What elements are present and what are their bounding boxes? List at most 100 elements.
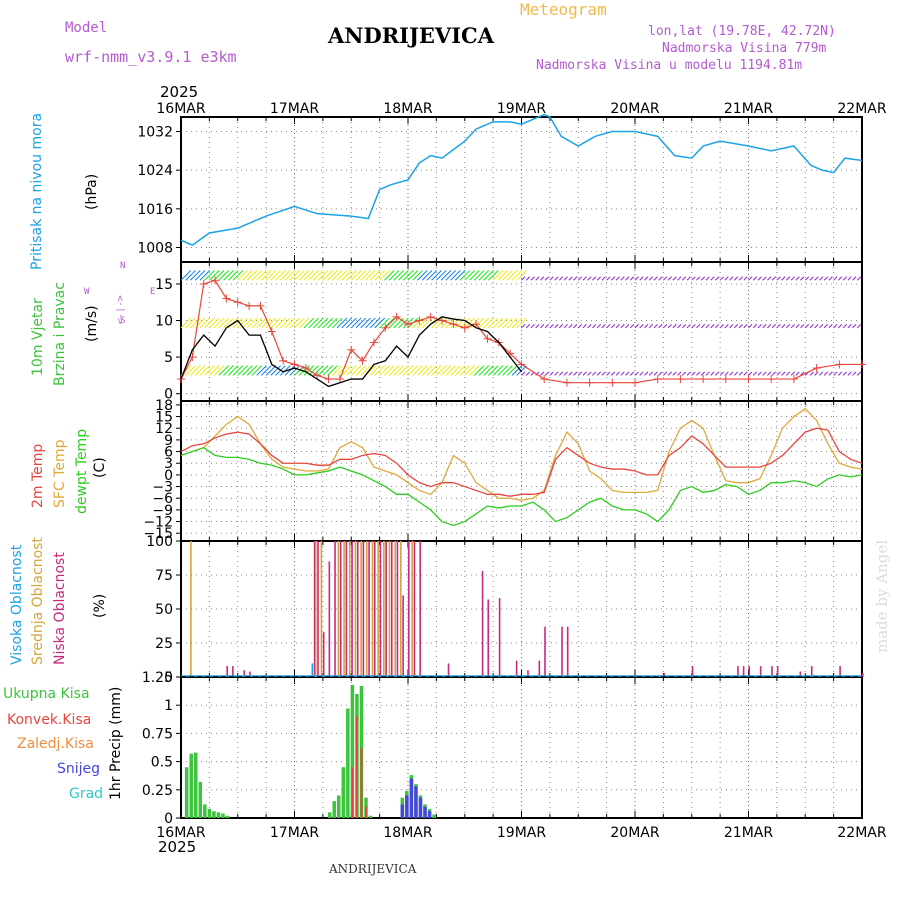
wind-barb bbox=[672, 371, 677, 376]
wind-barb bbox=[535, 371, 540, 376]
wind-barb bbox=[535, 276, 540, 281]
wind-barb bbox=[407, 365, 419, 376]
y-tick-label: 0 bbox=[164, 811, 173, 827]
wind-barb bbox=[757, 323, 762, 329]
precip-bar bbox=[351, 767, 354, 818]
wind-barb bbox=[464, 365, 475, 376]
wind-barb bbox=[402, 270, 414, 281]
wind-barb bbox=[800, 371, 805, 376]
wind-barb bbox=[634, 371, 639, 376]
wind-barb bbox=[379, 365, 390, 376]
cloud-bar bbox=[561, 626, 563, 677]
cloud-bar bbox=[190, 541, 192, 677]
cloud-bar bbox=[742, 666, 745, 677]
wind-barb bbox=[308, 317, 319, 329]
wind-barb bbox=[298, 270, 310, 281]
wind-barb bbox=[199, 270, 211, 281]
wind-barb bbox=[606, 276, 611, 281]
wind-barb bbox=[180, 317, 192, 329]
wind-barb bbox=[336, 365, 348, 376]
wind-barb bbox=[506, 365, 518, 376]
precip-bar bbox=[355, 716, 358, 818]
y-tick-label: 12 bbox=[155, 421, 173, 437]
cloud-bar bbox=[862, 672, 864, 677]
wind-barb bbox=[388, 270, 400, 281]
wind-barb bbox=[270, 270, 282, 281]
wind-barb bbox=[644, 323, 649, 329]
wind-barb bbox=[488, 365, 499, 376]
wind-barb bbox=[800, 276, 805, 281]
wind-barb bbox=[625, 276, 630, 281]
wind-barb bbox=[781, 323, 786, 329]
wind-barb bbox=[412, 365, 423, 376]
cloud-bar bbox=[337, 541, 340, 677]
wind-barb bbox=[738, 323, 743, 329]
wind-barb bbox=[223, 317, 234, 329]
wind-barb bbox=[582, 323, 587, 329]
wind-barb bbox=[511, 365, 523, 376]
wind-barb bbox=[705, 323, 710, 329]
wind-barb bbox=[833, 276, 838, 281]
wind-barb bbox=[232, 317, 244, 329]
wind-barb bbox=[298, 365, 310, 376]
wind-barb bbox=[573, 276, 578, 281]
wind-barb bbox=[639, 276, 644, 281]
wind-barb bbox=[748, 276, 753, 281]
wind-barb bbox=[492, 317, 504, 329]
wind-barb bbox=[615, 323, 620, 329]
wind-barb bbox=[743, 276, 748, 281]
wind-barb bbox=[199, 365, 211, 376]
wind-barb bbox=[232, 270, 244, 281]
wind-barb bbox=[313, 270, 324, 281]
wind-barb bbox=[544, 323, 549, 329]
wind-barb bbox=[611, 323, 616, 329]
wind-barb bbox=[436, 365, 447, 376]
precip-bar bbox=[194, 752, 198, 818]
wind-barb bbox=[620, 371, 625, 376]
wind-barb bbox=[644, 371, 649, 376]
wind-barb bbox=[346, 317, 357, 329]
wind-barb bbox=[256, 365, 267, 376]
wind-barb bbox=[540, 371, 545, 376]
cloud-bar bbox=[362, 541, 365, 677]
wind-barb bbox=[327, 270, 338, 281]
wind-barb bbox=[194, 365, 206, 376]
y-tick-label: −6 bbox=[152, 491, 173, 507]
wind-barb bbox=[606, 371, 611, 376]
wind-barb bbox=[540, 276, 545, 281]
wind-barb bbox=[653, 371, 658, 376]
pressure-line bbox=[180, 113, 863, 246]
wind-barb bbox=[525, 371, 531, 376]
wind-barb bbox=[180, 270, 192, 281]
precip-frz-label: Zaledj.Kisa bbox=[17, 736, 94, 752]
y-tick-label: 6 bbox=[164, 445, 173, 461]
wind-barb bbox=[852, 276, 857, 281]
wind-barb bbox=[790, 371, 795, 376]
wind-barb bbox=[705, 371, 710, 376]
cloud-bar bbox=[400, 541, 402, 677]
wind-barb bbox=[246, 317, 258, 329]
wind-barb bbox=[322, 270, 334, 281]
wind-barb bbox=[242, 317, 253, 329]
wind-barb bbox=[303, 317, 315, 329]
wind-barb bbox=[577, 371, 583, 376]
wind-barb bbox=[785, 323, 791, 329]
wind-barb bbox=[757, 371, 762, 376]
wind-barb bbox=[696, 276, 701, 281]
wind-barb bbox=[336, 317, 348, 329]
wind-barb bbox=[790, 276, 795, 281]
wind-barb bbox=[407, 270, 419, 281]
wind-barb bbox=[374, 365, 386, 376]
x-tick-top-label: 22MAR bbox=[837, 101, 886, 117]
wind-barb bbox=[265, 365, 277, 376]
model-altitude-label: Nadmorska Visina u modelu 1194.81m bbox=[536, 58, 803, 73]
wind-barb bbox=[388, 365, 400, 376]
cloud-bar bbox=[663, 672, 665, 677]
wind-barb bbox=[454, 317, 466, 329]
wind-barb bbox=[838, 323, 843, 329]
wind-barb bbox=[436, 270, 447, 281]
y-tick-label: 9 bbox=[164, 433, 173, 449]
cloud-bar bbox=[314, 541, 317, 677]
wind-barb bbox=[478, 317, 490, 329]
precip-bar bbox=[432, 814, 436, 818]
